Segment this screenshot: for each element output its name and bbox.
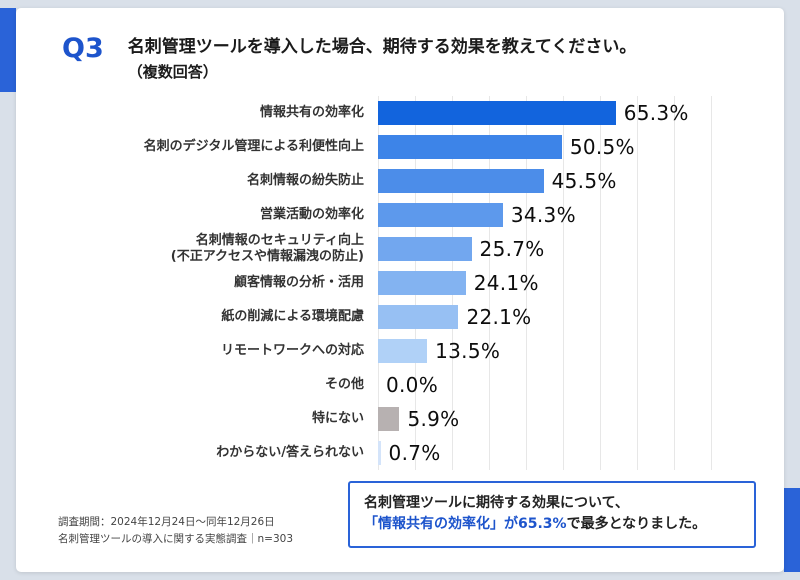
bar — [378, 338, 428, 363]
chart-row: リモートワークへの対応 13.5% — [60, 333, 742, 368]
row-label: わからない/答えられない — [216, 444, 364, 460]
bar — [378, 236, 472, 261]
value-label: 45.5% — [551, 168, 617, 193]
accent-strip-bottom-right — [784, 488, 800, 572]
row-label: 営業活動の効率化 — [259, 206, 364, 222]
bar — [378, 440, 381, 465]
footer: 調査期間：2024年12月24日～同年12月26日 名刺管理ツールの導入に関する… — [46, 480, 756, 548]
bar-area: 0.7% — [378, 435, 742, 470]
bar-area: 24.1% — [378, 265, 742, 300]
value-label: 25.7% — [479, 236, 545, 261]
chart-row: 特にない 5.9% — [60, 401, 742, 436]
chart-row: 名刺のデジタル管理による利便性向上 50.5% — [60, 129, 742, 164]
survey-note-line2: 名刺管理ツールの導入に関する実態調査｜n=303 — [58, 533, 293, 546]
bar — [378, 100, 616, 125]
bar-area: 13.5% — [378, 333, 742, 368]
row-label: 情報共有の効率化 — [259, 104, 364, 120]
value-label: 5.9% — [407, 406, 460, 431]
chart-row: 名刺情報の紛失防止 45.5% — [60, 163, 742, 198]
bar — [378, 304, 459, 329]
bar-area: 22.1% — [378, 299, 742, 334]
bar — [378, 406, 400, 431]
bar — [378, 168, 544, 193]
survey-card: Q3 名刺管理ツールを導入した場合、期待する効果を教えてください。 （複数回答）… — [16, 8, 784, 572]
chart-row: 営業活動の効率化 34.3% — [60, 197, 742, 232]
page-subtitle: （複数回答） — [127, 62, 218, 81]
bar-area: 5.9% — [378, 401, 742, 436]
value-label: 50.5% — [569, 134, 635, 159]
row-label: 特にない — [311, 410, 364, 426]
survey-note: 調査期間：2024年12月24日～同年12月26日 名刺管理ツールの導入に関する… — [46, 514, 293, 548]
bar — [378, 134, 562, 159]
question-number: Q3 — [62, 33, 104, 64]
bar-area: 65.3% — [378, 95, 742, 130]
chart-row: 顧客情報の分析・活用 24.1% — [60, 265, 742, 300]
page-title: 名刺管理ツールを導入した場合、期待する効果を教えてください。 — [127, 37, 637, 57]
bar-chart: 情報共有の効率化 65.3% 名刺のデジタル管理による利便性向上 50.5% 名… — [46, 95, 756, 470]
bar — [378, 270, 466, 295]
row-label: 名刺情報の紛失防止 — [246, 172, 364, 188]
value-label: 24.1% — [473, 270, 539, 295]
bar-area: 0.0% — [378, 367, 742, 402]
value-label: 0.0% — [386, 372, 439, 397]
bar-area: 25.7% — [378, 231, 742, 266]
row-label: 顧客情報の分析・活用 — [233, 274, 364, 290]
value-label: 13.5% — [435, 338, 501, 363]
callout-line1: 名刺管理ツールに期待する効果について、 — [364, 494, 629, 511]
bar — [378, 202, 503, 227]
survey-note-line1: 調査期間：2024年12月24日～同年12月26日 — [58, 516, 275, 529]
header: Q3 名刺管理ツールを導入した場合、期待する効果を教えてください。 （複数回答） — [46, 34, 756, 82]
value-label: 34.3% — [510, 202, 576, 227]
chart-row: わからない/答えられない 0.7% — [60, 435, 742, 470]
summary-callout: 名刺管理ツールに期待する効果について、 「情報共有の効率化」が65.3%で最多と… — [348, 480, 756, 548]
callout-line2-rest: で最多となりました。 — [566, 516, 707, 533]
bar-area: 45.5% — [378, 163, 742, 198]
accent-strip-top-left — [0, 8, 16, 92]
value-label: 0.7% — [388, 440, 441, 465]
title-block: 名刺管理ツールを導入した場合、期待する効果を教えてください。 （複数回答） — [128, 34, 637, 82]
callout-emphasis: 「情報共有の効率化」が65.3% — [364, 516, 567, 533]
row-label: 紙の削減による環境配慮 — [221, 308, 364, 324]
chart-row: 紙の削減による環境配慮 22.1% — [60, 299, 742, 334]
bar-area: 34.3% — [378, 197, 742, 232]
chart-row: 名刺情報のセキュリティ向上 (不正アクセスや情報漏洩の防止) 25.7% — [60, 231, 742, 266]
row-label: 名刺のデジタル管理による利便性向上 — [143, 138, 364, 154]
value-label: 22.1% — [466, 304, 532, 329]
row-label: リモートワークへの対応 — [220, 342, 364, 358]
bar-area: 50.5% — [378, 129, 742, 164]
value-label: 65.3% — [623, 100, 689, 125]
chart-row: 情報共有の効率化 65.3% — [60, 95, 742, 130]
row-label: 名刺情報のセキュリティ向上 (不正アクセスや情報漏洩の防止) — [170, 232, 364, 264]
chart-row: その他 0.0% — [60, 367, 742, 402]
row-label: その他 — [324, 376, 364, 392]
